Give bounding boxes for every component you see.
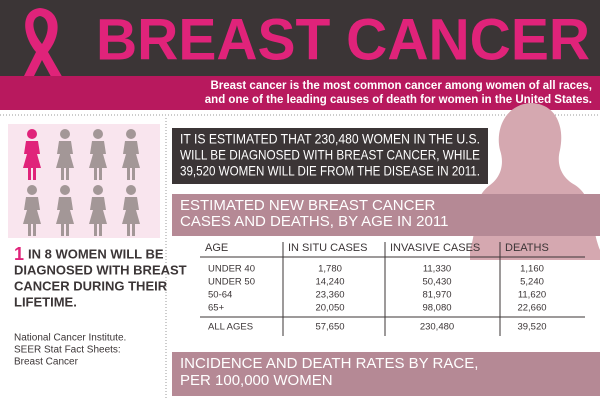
table-cell: 23,360 [315, 290, 344, 301]
estimate-text: IT IS ESTIMATED THAT 230,480 WOMEN IN TH… [180, 131, 480, 179]
table-cell: UNDER 50 [208, 277, 255, 288]
header-band [0, 0, 600, 76]
table-cell: 5,240 [520, 277, 544, 288]
source: National Cancer Institute.SEER Stat Fact… [14, 333, 126, 368]
woman-silhouette [470, 103, 600, 260]
table-cell: 20,050 [315, 303, 344, 314]
stat-line: CANCER DURING THEIR [14, 278, 168, 293]
source-line: SEER Stat Fact Sheets: [14, 345, 121, 356]
stat-highlight: 1 [14, 244, 24, 264]
table-cell: 50,430 [422, 277, 451, 288]
table-title-line: CASES AND DEATHS, BY AGE IN 2011 [180, 213, 448, 230]
estimate-box [172, 128, 488, 184]
table-cell: 1,780 [318, 264, 342, 275]
column-header: AGE [205, 242, 228, 254]
estimate-line: WILL BE DIAGNOSED WITH BREAST CANCER, WH… [180, 147, 480, 163]
estimate-line: IT IS ESTIMATED THAT 230,480 WOMEN IN TH… [180, 131, 480, 147]
ribbon [22, 8, 64, 86]
total-cell: 57,650 [315, 322, 344, 333]
subtitle: and one of the leading causes of death f… [205, 94, 592, 106]
table-cell: 98,080 [422, 303, 451, 314]
table-cell: 14,240 [315, 277, 344, 288]
table-cell: 11,620 [518, 290, 546, 301]
estimate-line: 39,520 WOMEN WILL DIE FROM THE DISEASE I… [180, 163, 480, 179]
next-section-line: INCIDENCE AND DEATH RATES BY RACE, [180, 355, 478, 372]
total-cell: 39,520 [517, 322, 546, 333]
stat-line: LIFETIME. [14, 294, 77, 309]
source-line: National Cancer Institute. [14, 333, 126, 344]
total-cell: 230,480 [420, 322, 454, 333]
next-section-title: INCIDENCE AND DEATH RATES BY RACE,PER 10… [180, 355, 478, 389]
table-title-band [172, 194, 600, 236]
next-section-band [172, 352, 600, 396]
column-header: IN SITU CASES [288, 242, 367, 254]
data-table: AGE IN SITU CASES INVASIVE CASES DEATHS UNDE… [200, 242, 585, 336]
subtitle: Breast cancer is the most common cancer … [210, 80, 592, 92]
table-cell: 81,970 [422, 290, 451, 301]
column-header: DEATHS [505, 242, 549, 254]
table-cell: 1,160 [520, 264, 544, 275]
stat-line: DIAGNOSED WITH BREAST [14, 262, 187, 277]
table-cell: UNDER 40 [208, 264, 255, 275]
stat-line: IN 8 WOMEN WILL BE [28, 246, 164, 261]
table-cell: 50-64 [208, 290, 232, 301]
table-title-line: ESTIMATED NEW BREAST CANCER [180, 197, 435, 214]
next-section-line: PER 100,000 WOMEN [180, 372, 333, 389]
title: BREAST CANCER [96, 7, 590, 72]
table-cell: 22,660 [517, 303, 546, 314]
column-header: INVASIVE CASES [390, 242, 480, 254]
total-cell: ALL AGES [208, 322, 253, 333]
subtitle-band [0, 76, 600, 110]
table-cell: 65+ [208, 303, 225, 314]
table-cell: 11,330 [423, 264, 451, 275]
source-line: Breast Cancer [14, 357, 79, 368]
